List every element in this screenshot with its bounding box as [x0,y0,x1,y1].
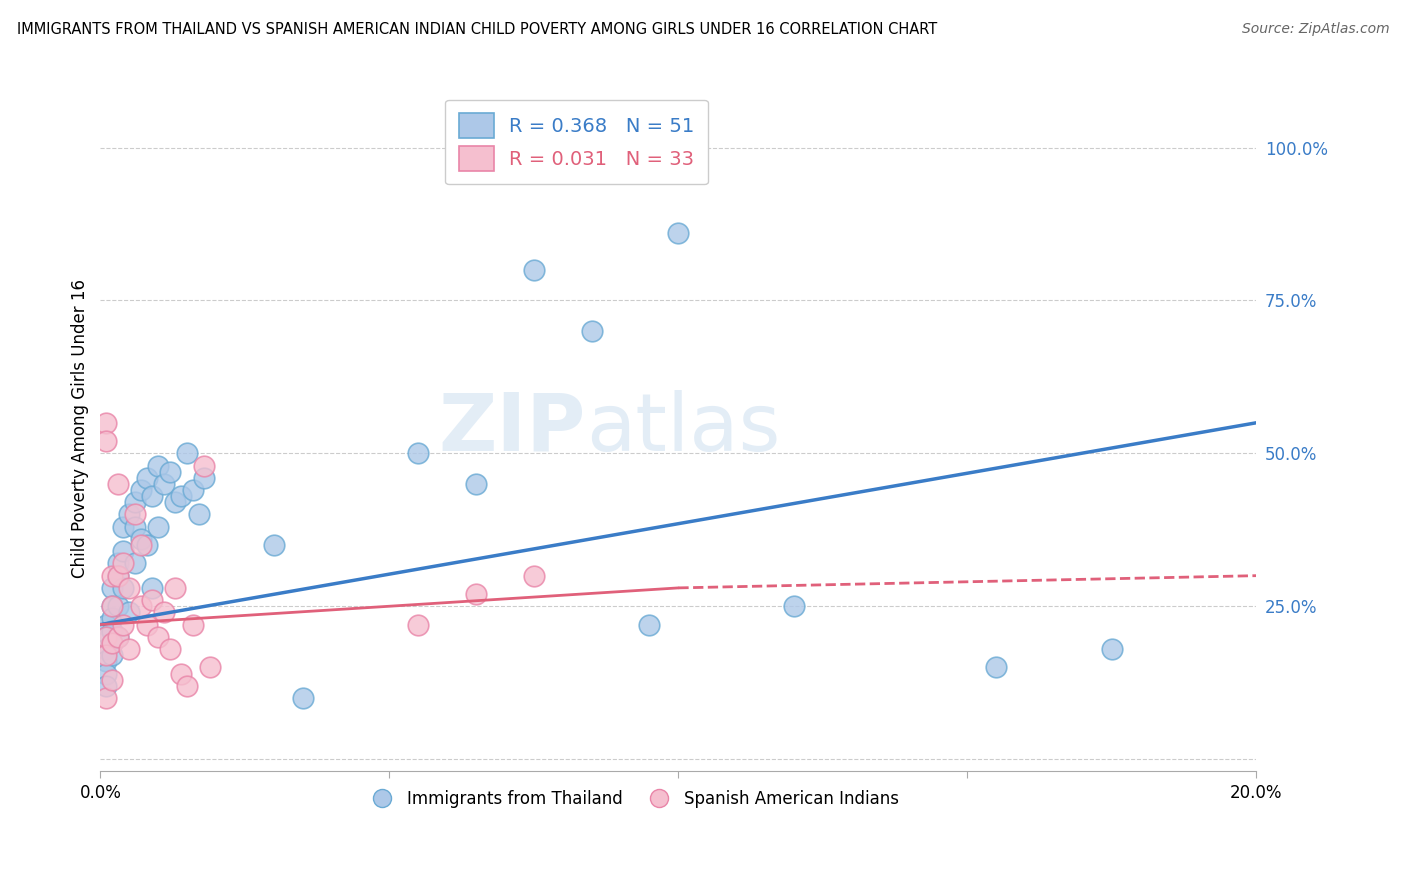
Point [523,568,546,582]
Point [118,642,141,657]
Point [101,599,124,614]
Point [112,520,135,534]
Point [581,324,603,338]
Text: Source: ZipAtlas.com: Source: ZipAtlas.com [1241,22,1389,37]
Point [159,465,181,479]
Point [107,630,129,644]
Point [107,568,129,582]
Point [94,630,117,644]
Point [986,660,1008,674]
Point [107,557,129,571]
Point [112,617,135,632]
Point [187,508,209,522]
Point [94,654,117,668]
Point [193,471,215,485]
Point [101,624,124,638]
Point [465,477,488,491]
Point [263,538,285,552]
Point [406,617,429,632]
Point [135,471,157,485]
Point [124,520,146,534]
Point [165,581,187,595]
Point [94,648,117,662]
Point [170,666,193,681]
Point [101,581,124,595]
Point [118,605,141,619]
Text: ZIP: ZIP [439,390,586,468]
Point [783,599,806,614]
Point [159,642,181,657]
Point [112,544,135,558]
Point [94,666,117,681]
Point [124,557,146,571]
Point [94,679,117,693]
Point [181,483,204,497]
Point [129,538,152,552]
Point [118,581,141,595]
Point [112,581,135,595]
Point [146,520,169,534]
Point [107,477,129,491]
Point [94,630,117,644]
Point [101,611,124,625]
Point [141,581,163,595]
Point [94,416,117,430]
Point [101,636,124,650]
Point [153,477,176,491]
Point [666,226,689,240]
Point [107,599,129,614]
Point [176,679,198,693]
Point [124,508,146,522]
Point [165,495,187,509]
Point [176,446,198,460]
Point [1101,642,1123,657]
Point [129,483,152,497]
Point [291,690,314,705]
Point [101,636,124,650]
Point [170,489,193,503]
Point [638,617,661,632]
Point [146,458,169,473]
Point [141,489,163,503]
Point [94,434,117,449]
Point [135,617,157,632]
Point [181,617,204,632]
Point [107,568,129,582]
Point [129,532,152,546]
Point [101,648,124,662]
Y-axis label: Child Poverty Among Girls Under 16: Child Poverty Among Girls Under 16 [72,279,89,578]
Point [523,263,546,277]
Point [118,508,141,522]
Point [94,642,117,657]
Point [101,599,124,614]
Point [107,630,129,644]
Point [146,630,169,644]
Point [94,617,117,632]
Legend: Immigrants from Thailand, Spanish American Indians: Immigrants from Thailand, Spanish Americ… [359,783,905,814]
Text: IMMIGRANTS FROM THAILAND VS SPANISH AMERICAN INDIAN CHILD POVERTY AMONG GIRLS UN: IMMIGRANTS FROM THAILAND VS SPANISH AMER… [17,22,938,37]
Point [124,495,146,509]
Point [129,599,152,614]
Point [101,568,124,582]
Point [198,660,221,674]
Point [112,557,135,571]
Point [135,538,157,552]
Text: atlas: atlas [586,390,780,468]
Point [406,446,429,460]
Point [94,690,117,705]
Point [153,605,176,619]
Point [465,587,488,601]
Point [141,593,163,607]
Point [101,673,124,687]
Point [193,458,215,473]
